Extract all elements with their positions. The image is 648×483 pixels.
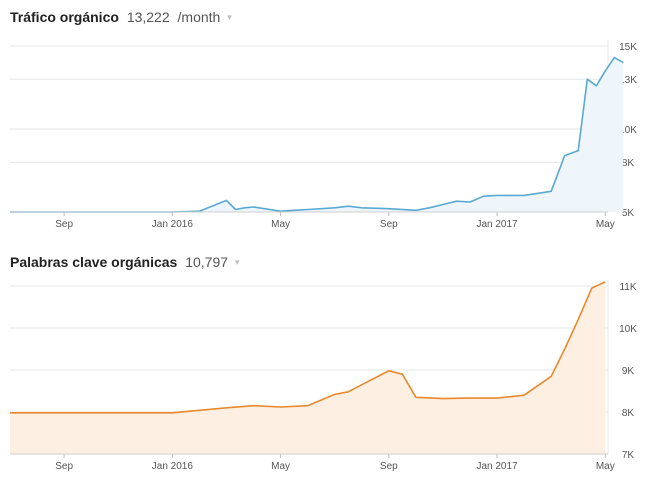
traffic-y-tick-label: 15K: [619, 42, 637, 53]
keywords-series-line[interactable]: [10, 281, 606, 414]
organic-keywords-panel: Palabras clave orgánicas 10,797 ▾ 7K 8K 9K…: [0, 240, 648, 483]
keywords-x-tick-label: Sep: [380, 461, 398, 472]
traffic-area-fill: [10, 57, 624, 212]
keywords-y-tick-label: 8K: [622, 408, 635, 419]
organic-traffic-unit: /month: [177, 9, 221, 25]
traffic-x-tick-label: Sep: [380, 219, 398, 230]
traffic-y-tick-label: 13K: [619, 75, 637, 86]
organic-traffic-chart: 5K 8K 10K 13K 15K Sep Jan 2016 May Sep Jan 2017 Ma…: [10, 40, 637, 230]
organic-keywords-title: Palabras clave orgánicas 10,797 ▾: [10, 254, 239, 270]
keywords-y-tick-label: 7K: [622, 450, 635, 461]
keywords-x-tick-label: Jan 2016: [152, 461, 194, 472]
traffic-y-tick-label: 10K: [619, 125, 637, 136]
organic-traffic-panel: Tráfico orgánico 13,222 /month ▾ 5K 8K 10K…: [0, 0, 648, 240]
traffic-y-tick-label: 8K: [622, 158, 635, 169]
organic-traffic-caret-icon[interactable]: ▾: [227, 12, 232, 22]
traffic-y-tick-label: 5K: [622, 208, 635, 219]
organic-keywords-title-name: Palabras clave orgánicas: [10, 254, 178, 270]
organic-keywords-caret-icon[interactable]: ▾: [234, 257, 240, 267]
traffic-x-tick-label: May: [271, 219, 290, 230]
traffic-x-tick-label: Jan 2017: [476, 219, 518, 230]
traffic-x-tick-label: May: [596, 219, 615, 230]
keywords-area-fill: [10, 281, 606, 454]
keywords-x-tick-label: Sep: [55, 461, 73, 472]
organic-traffic-title-name: Tráfico orgánico: [10, 9, 119, 25]
keywords-x-tick-label: May: [271, 461, 290, 472]
organic-traffic-title: Tráfico orgánico 13,222 /month ▾: [10, 9, 232, 25]
organic-keywords-chart: 7K 8K 9K 10K 11K Sep Jan 2016 May Sep Jan 2017 May: [10, 280, 637, 472]
traffic-x-tick-label: Sep: [55, 219, 73, 230]
organic-traffic-total: 13,222: [126, 9, 170, 25]
traffic-series-line[interactable]: [10, 56, 624, 213]
keywords-x-tick-label: Jan 2017: [476, 461, 518, 472]
keywords-x-tick-label: May: [596, 461, 615, 472]
organic-keywords-total: 10,797: [185, 254, 229, 270]
keywords-y-tick-label: 10K: [619, 324, 637, 335]
keywords-y-tick-label: 11K: [619, 282, 636, 293]
keywords-y-tick-label: 9K: [622, 366, 635, 377]
traffic-x-tick-label: Jan 2016: [152, 219, 194, 230]
